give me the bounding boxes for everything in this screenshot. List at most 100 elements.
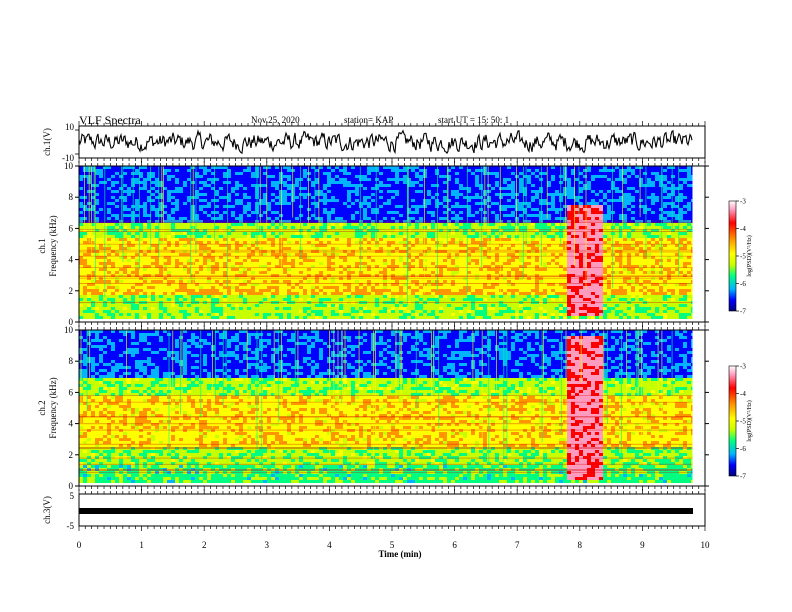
spectrogram-cell — [175, 223, 179, 226]
spectrogram-cell — [423, 178, 427, 181]
spectrogram-cell — [591, 166, 595, 169]
spectrogram-cell — [535, 256, 539, 259]
spectrogram-cell — [303, 187, 307, 190]
spectrogram-cell — [563, 190, 567, 193]
spectrogram-cell — [587, 238, 591, 241]
spectrogram-cell — [95, 166, 99, 169]
spectrogram-cell — [439, 235, 443, 238]
spectrogram-cell — [119, 262, 123, 265]
spectrogram-cell — [183, 238, 187, 241]
spectrogram-cell — [467, 232, 471, 235]
spectrogram-cell — [583, 217, 587, 220]
ch1-spectrogram — [79, 166, 693, 322]
spectrogram-cell — [335, 178, 339, 181]
spectrogram-cell — [247, 184, 251, 187]
spectrogram-cell — [359, 256, 363, 259]
spectrogram-cell — [295, 208, 299, 211]
spectrogram-cell — [667, 205, 671, 208]
spectrogram-cell — [691, 178, 693, 181]
spectrogram-cell — [603, 253, 607, 256]
spectrogram-cell — [95, 190, 99, 193]
spectrogram-cell — [267, 199, 271, 202]
spectrogram-cell — [223, 181, 227, 184]
spectrogram-cell — [211, 205, 215, 208]
spectrogram-cell — [611, 250, 615, 253]
spectrogram-cell — [655, 259, 659, 262]
spectrogram-cell — [431, 166, 435, 169]
spectrogram-cell — [295, 199, 299, 202]
spectrogram-cell — [435, 169, 439, 172]
spectrogram-cell — [431, 193, 435, 196]
spectrogram-cell — [531, 172, 535, 175]
spectrogram-cell — [579, 172, 583, 175]
spectrogram-cell — [187, 250, 191, 253]
spectrogram-cell — [167, 205, 171, 208]
spectrogram-cell — [399, 238, 403, 241]
spectrogram-cell — [407, 178, 411, 181]
spectrogram-cell — [79, 217, 83, 220]
spectrogram-cell — [475, 217, 479, 220]
spectrogram-cell — [139, 226, 143, 229]
spectrogram-cell — [363, 232, 367, 235]
spectrogram-cell — [455, 190, 459, 193]
spectrogram-cell — [167, 169, 171, 172]
spectrogram-cell — [379, 226, 383, 229]
spectrogram-cell — [687, 172, 691, 175]
spectrogram-cell — [651, 178, 655, 181]
spectrogram-cell — [591, 196, 595, 199]
spectrogram-cell — [211, 217, 215, 220]
spectrogram-cell — [167, 172, 171, 175]
spectrogram-cell — [435, 217, 439, 220]
spectrogram-cell — [407, 199, 411, 202]
spectrogram-cell — [299, 193, 303, 196]
spectrogram-cell — [155, 256, 159, 259]
spectrogram-cell — [271, 169, 275, 172]
spectrogram-cell — [631, 250, 635, 253]
spectrogram-cell — [451, 211, 455, 214]
spectrogram-cell — [363, 178, 367, 181]
spectrogram-cell — [455, 187, 459, 190]
spectrogram-cell — [599, 229, 603, 232]
spectrogram-cell — [511, 229, 515, 232]
spectrogram-cell — [211, 238, 215, 241]
spectrogram-cell — [475, 214, 479, 217]
spectrogram-cell — [187, 178, 191, 181]
spectrogram-cell — [367, 232, 371, 235]
spectrogram-cell — [151, 220, 155, 223]
spectrogram-cell — [391, 253, 395, 256]
spectrogram-cell — [227, 190, 231, 193]
spectrogram-cell — [679, 217, 683, 220]
spectrogram-cell — [547, 244, 551, 247]
spectrogram-cell — [531, 199, 535, 202]
spectrogram-cell — [263, 226, 267, 229]
spectrogram-cell — [555, 250, 559, 253]
spectrogram-cell — [175, 187, 179, 190]
spectrogram-cell — [211, 187, 215, 190]
spectrogram-cell — [243, 193, 247, 196]
spectrogram-cell — [359, 220, 363, 223]
spectrogram-cell — [571, 202, 575, 205]
spectrogram-cell — [463, 202, 467, 205]
spectrogram-cell — [207, 241, 211, 244]
spectrogram-cell — [507, 235, 511, 238]
spectrogram-cell — [235, 232, 239, 235]
spectrogram-cell — [99, 187, 103, 190]
spectrogram-cell — [267, 256, 271, 259]
spectrogram-cell — [271, 175, 275, 178]
spectrogram-cell — [139, 202, 143, 205]
spectrogram-cell — [339, 202, 343, 205]
spectrogram-cell — [663, 169, 667, 172]
spectrogram-cell — [395, 214, 399, 217]
spectrogram-cell — [439, 175, 443, 178]
spectrogram-cell — [587, 190, 591, 193]
spectrogram-cell — [679, 181, 683, 184]
spectrogram-cell — [351, 190, 355, 193]
spectrogram-cell — [399, 208, 403, 211]
spectrogram-cell — [675, 205, 679, 208]
spectrogram-cell — [307, 166, 311, 169]
spectrogram-cell — [123, 217, 127, 220]
spectrogram-cell — [399, 211, 403, 214]
spectrogram-cell — [491, 190, 495, 193]
spectrogram-cell — [563, 217, 567, 220]
spectrogram-cell — [423, 250, 427, 253]
